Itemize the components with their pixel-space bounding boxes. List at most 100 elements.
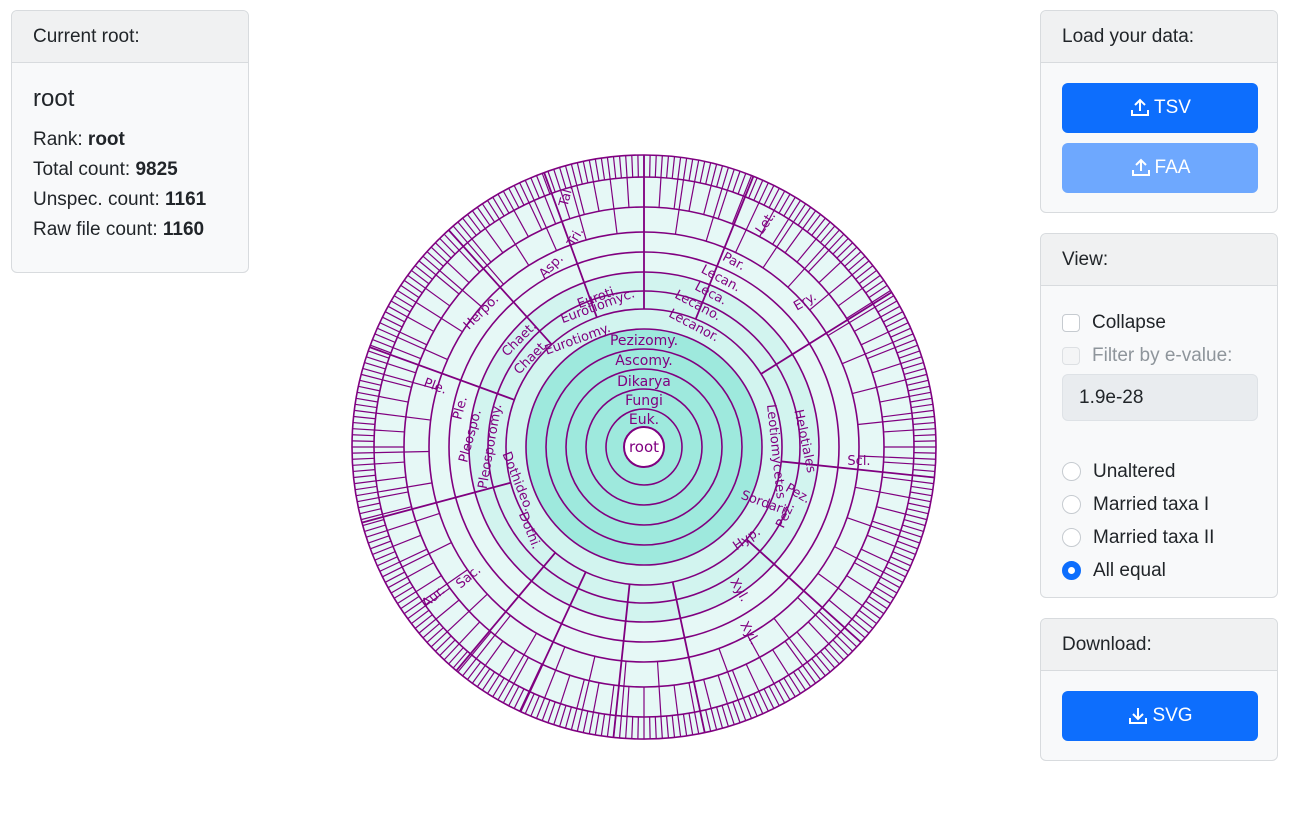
sunburst-leaf-edge[interactable] bbox=[358, 385, 381, 392]
sunburst-leaf-edge[interactable] bbox=[876, 506, 927, 521]
sunburst-leaf-edge[interactable] bbox=[807, 233, 845, 273]
sunburst-leaf-edge[interactable] bbox=[481, 671, 496, 691]
sunburst-leaf-edge[interactable] bbox=[355, 397, 378, 403]
sunburst-leaf-edge[interactable] bbox=[852, 373, 927, 395]
sunburst-leaf-edge[interactable] bbox=[559, 167, 567, 189]
sunburst-leaf-edge[interactable] bbox=[705, 709, 712, 732]
sunburst-leaf-edge[interactable] bbox=[352, 457, 375, 460]
sunburst-leaf-edge[interactable] bbox=[588, 160, 600, 212]
sunburst-leaf-edge[interactable] bbox=[497, 632, 538, 701]
sunburst-leaf-edge[interactable] bbox=[352, 468, 375, 473]
sunburst-leaf-edge[interactable] bbox=[355, 485, 377, 491]
sunburst-leaf-edge[interactable] bbox=[763, 185, 775, 206]
filter-evalue-checkbox[interactable] bbox=[1062, 346, 1080, 365]
sunburst-leaf-edge[interactable] bbox=[502, 657, 529, 704]
sunburst-leaf-edge[interactable] bbox=[896, 344, 918, 354]
sunburst-leaf-edge[interactable] bbox=[772, 649, 801, 694]
sunburst-sector-edge[interactable] bbox=[361, 481, 511, 524]
sunburst-leaf-edge[interactable] bbox=[368, 350, 390, 359]
sunburst-leaf-edge[interactable] bbox=[855, 614, 874, 629]
sunburst-leaf-edge[interactable] bbox=[594, 158, 600, 181]
sunburst-sector-edge[interactable] bbox=[760, 291, 893, 375]
sunburst-leaf-edge[interactable] bbox=[411, 269, 430, 285]
sunburst-leaf-edge[interactable] bbox=[688, 682, 700, 734]
sunburst-leaf-edge[interactable] bbox=[564, 706, 572, 729]
sunburst-leaf-edge[interactable] bbox=[353, 474, 376, 479]
sunburst-leaf-edge[interactable] bbox=[688, 158, 694, 181]
sunburst-leaf-edge[interactable] bbox=[784, 640, 817, 684]
sunburst-leaf-edge[interactable] bbox=[841, 333, 914, 365]
sunburst-leaf-edge[interactable] bbox=[847, 622, 866, 639]
sunburst-leaf-edge[interactable] bbox=[400, 595, 420, 610]
sunburst-leaf-edge[interactable] bbox=[374, 333, 396, 343]
sunburst-leaf-edge[interactable] bbox=[907, 502, 930, 509]
sunburst-leaf-edge[interactable] bbox=[721, 705, 729, 727]
sunburst-leaf-edge[interactable] bbox=[699, 161, 706, 184]
sunburst-leaf-edge[interactable] bbox=[883, 428, 936, 433]
upload-tsv-button[interactable]: TSV bbox=[1062, 83, 1258, 133]
sunburst-leaf-edge[interactable] bbox=[411, 609, 430, 625]
sunburst-leaf-edge[interactable] bbox=[731, 669, 753, 719]
sunburst-leaf-edge[interactable] bbox=[519, 182, 543, 231]
sunburst-leaf-edge[interactable] bbox=[797, 668, 812, 688]
sunburst-leaf-edge[interactable] bbox=[768, 685, 780, 707]
sunburst-leaf-edge[interactable] bbox=[665, 155, 670, 178]
sunburst-leaf-edge[interactable] bbox=[906, 508, 929, 515]
sunburst-leaf-edge[interactable] bbox=[674, 158, 688, 235]
sunburst-leaf-edge[interactable] bbox=[906, 379, 929, 386]
sunburst-leaf-edge[interactable] bbox=[854, 562, 901, 589]
sunburst-leaf-edge[interactable] bbox=[827, 295, 895, 337]
sunburst-leaf-edge[interactable] bbox=[883, 461, 936, 466]
sunburst-leaf-edge[interactable] bbox=[352, 428, 405, 433]
sunburst-leaf-edge[interactable] bbox=[403, 279, 423, 294]
sunburst-leaf-edge[interactable] bbox=[426, 251, 444, 267]
sunburst-leaf-edge[interactable] bbox=[732, 171, 741, 193]
sunburst-leaf-edge[interactable] bbox=[600, 158, 606, 180]
sunburst-leaf-edge[interactable] bbox=[855, 486, 931, 503]
sunburst-leaf-edge[interactable] bbox=[903, 367, 926, 375]
sunburst-leaf-edge[interactable] bbox=[745, 663, 769, 712]
sunburst-leaf-edge[interactable] bbox=[824, 647, 840, 665]
radio-married-taxa-ii[interactable] bbox=[1062, 528, 1081, 547]
sunburst-leaf-edge[interactable] bbox=[874, 586, 895, 599]
sunburst-leaf-edge[interactable] bbox=[892, 551, 914, 561]
sunburst-leaf-edge[interactable] bbox=[366, 512, 440, 538]
sunburst-leaf-edge[interactable] bbox=[462, 217, 477, 236]
sunburst-sector-edge[interactable] bbox=[781, 460, 935, 479]
sunburst-leaf-edge[interactable] bbox=[407, 587, 451, 620]
sunburst-leaf-edge[interactable] bbox=[832, 237, 849, 255]
sunburst-leaf-edge[interactable] bbox=[547, 171, 556, 193]
sunburst-leaf-edge[interactable] bbox=[379, 548, 428, 572]
sunburst-leaf-edge[interactable] bbox=[403, 569, 468, 615]
sunburst-leaf-edge[interactable] bbox=[452, 225, 504, 285]
sunburst-leaf-edge[interactable] bbox=[390, 581, 411, 594]
sunburst-leaf-edge[interactable] bbox=[393, 586, 414, 599]
sunburst-leaf-edge[interactable] bbox=[372, 338, 422, 360]
sunburst-leaf-edge[interactable] bbox=[807, 621, 845, 661]
sunburst-leaf-edge[interactable] bbox=[397, 575, 442, 604]
sunburst-leaf-edge[interactable] bbox=[414, 614, 433, 629]
sunburst-leaf-edge[interactable] bbox=[671, 715, 676, 738]
sunburst-leaf-edge[interactable] bbox=[753, 693, 764, 714]
sunburst-leaf-edge[interactable] bbox=[612, 156, 617, 179]
sunburst-leaf-edge[interactable] bbox=[606, 685, 615, 737]
radio-option-unaltered[interactable]: Unaltered bbox=[1062, 455, 1256, 488]
sunburst-leaf-edge[interactable] bbox=[377, 327, 448, 361]
sunburst-leaf-edge[interactable] bbox=[355, 482, 433, 497]
sunburst-leaf-edge[interactable] bbox=[907, 385, 930, 392]
sunburst-leaf-edge[interactable] bbox=[390, 300, 411, 313]
sunburst-leaf-edge[interactable] bbox=[361, 373, 412, 388]
sunburst-leaf-edge[interactable] bbox=[535, 175, 557, 225]
sunburst-leaf-edge[interactable] bbox=[359, 379, 382, 386]
sunburst-sector-edge[interactable] bbox=[612, 584, 631, 738]
sunburst-leaf-edge[interactable] bbox=[759, 190, 786, 237]
sunburst-leaf-edge[interactable] bbox=[352, 434, 375, 437]
sunburst-leaf-edge[interactable] bbox=[762, 203, 807, 269]
sunburst-leaf-edge[interactable] bbox=[418, 260, 460, 295]
sunburst-leaf-edge[interactable] bbox=[387, 305, 434, 332]
sunburst-leaf-edge[interactable] bbox=[492, 196, 505, 217]
sunburst-leaf-edge[interactable] bbox=[882, 311, 904, 323]
sunburst-leaf-edge[interactable] bbox=[422, 622, 441, 639]
sunburst-leaf-edge[interactable] bbox=[452, 650, 469, 669]
sunburst-leaf-edge[interactable] bbox=[457, 221, 492, 263]
